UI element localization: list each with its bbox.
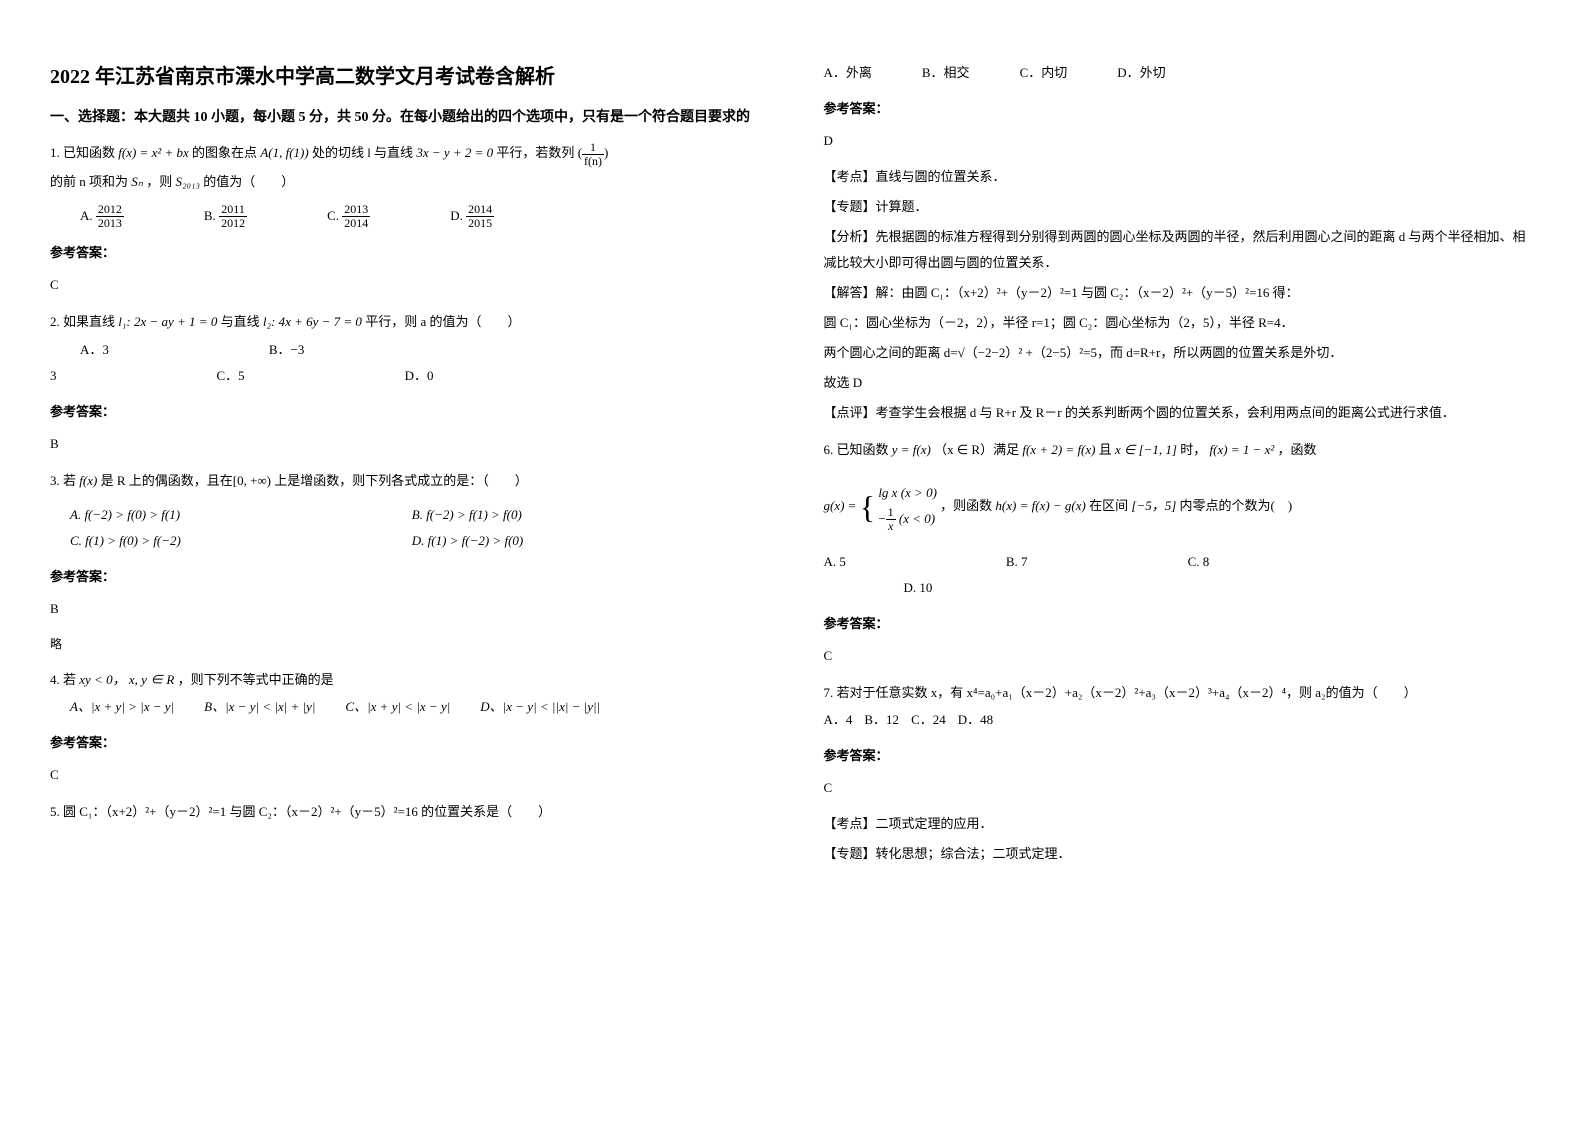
q5-dianping: 【点评】考查学生会根据 d 与 R+r 及 R－r 的关系判断两个圆的位置关系，… — [824, 400, 1538, 426]
q2-answer-label: 参考答案： — [50, 399, 754, 425]
q5-jieda4: 故选 D — [824, 370, 1538, 396]
q6-options-row1: A. 5 B. 7 C. 8 — [824, 549, 1538, 575]
q6-answer: C — [824, 643, 1538, 669]
q2-answer: B — [50, 431, 754, 457]
q3-text: 3. 若 f(x) 是 R 上的偶函数，且在[0, +∞) 上是增函数，则下列各… — [50, 467, 754, 496]
q3-note: 略 — [50, 632, 754, 656]
q5-jieda2: 圆 C₁：圆心坐标为（－2，2），半径 r=1；圆 C₂：圆心坐标为（2，5），… — [824, 310, 1538, 336]
q7-kaodian: 【考点】二项式定理的应用． — [824, 811, 1538, 837]
q5-optD: D．外切 — [1117, 60, 1165, 86]
question-2: 2. 如果直线 l₁: 2x − ay + 1 = 0 与直线 l₂: 4x +… — [50, 308, 754, 457]
q5-optA: A．外离 — [824, 60, 872, 86]
q5-jieda3: 两个圆心之间的距离 d=√（−2−2）² +（2−5）²=5，而 d=R+r，所… — [824, 340, 1538, 366]
q5-optC: C．内切 — [1020, 60, 1068, 86]
q1-optB: B. 20112012 — [204, 203, 247, 231]
q7-zhuanti: 【专题】转化思想；综合法；二项式定理． — [824, 841, 1538, 867]
q7-optC: C．24 — [911, 707, 946, 733]
q6-optA: A. 5 — [824, 549, 846, 575]
q6-num: 6. — [824, 442, 834, 457]
question-4: 4. 若 xy < 0， x, y ∈ R ，则下列不等式中正确的是 A、|x … — [50, 666, 754, 789]
q7-options: A．4 B．12 C．24 D．48 — [824, 707, 1538, 733]
q5-fenxi: 【分析】先根据圆的标准方程得到分别得到两圆的圆心坐标及两圆的半径，然后利用圆心之… — [824, 224, 1538, 276]
q3-optC: C. f(1) > f(0) > f(−2) — [70, 528, 412, 554]
q5-answer: D — [824, 128, 1538, 154]
q3-optB: B. f(−2) > f(1) > f(0) — [412, 502, 754, 528]
q1-options: A. 20122013 B. 20112012 C. 20132014 D. 2… — [80, 203, 754, 231]
q1-text: 1. 已知函数 f(x) = x² + bx 的图象在点 A(1, f(1)) … — [50, 139, 754, 196]
q6-optB: B. 7 — [1006, 549, 1028, 575]
question-5-body: A．外离 B．相交 C．内切 D．外切 参考答案： D 【考点】直线与圆的位置关… — [824, 60, 1538, 426]
question-1: 1. 已知函数 f(x) = x² + bx 的图象在点 A(1, f(1)) … — [50, 139, 754, 298]
q5-zhuanti: 【专题】计算题． — [824, 194, 1538, 220]
left-column: 2022 年江苏省南京市溧水中学高二数学文月考试卷含解析 一、选择题：本大题共 … — [0, 0, 794, 1122]
q4-optC: C、|x + y| < |x − y| — [345, 694, 450, 720]
q3-optA: A. f(−2) > f(0) > f(1) — [70, 502, 412, 528]
q5-kaodian: 【考点】直线与圆的位置关系． — [824, 164, 1538, 190]
q4-optB: B、|x − y| < |x| + |y| — [204, 694, 315, 720]
q4-optD: D、|x − y| < ||x| − |y|| — [480, 694, 600, 720]
q3-num: 3. — [50, 473, 60, 488]
q3-optD: D. f(1) > f(−2) > f(0) — [412, 528, 754, 554]
exam-title: 2022 年江苏省南京市溧水中学高二数学文月考试卷含解析 — [50, 60, 754, 89]
q1-answer-label: 参考答案： — [50, 240, 754, 266]
q6-optC: C. 8 — [1188, 549, 1210, 575]
question-3: 3. 若 f(x) 是 R 上的偶函数，且在[0, +∞) 上是增函数，则下列各… — [50, 467, 754, 656]
q4-options: A、|x + y| > |x − y| B、|x − y| < |x| + |y… — [70, 694, 754, 720]
q4-answer-label: 参考答案： — [50, 730, 754, 756]
q5-options: A．外离 B．相交 C．内切 D．外切 — [824, 60, 1538, 86]
q7-optB: B．12 — [864, 707, 899, 733]
q6-text: 6. 已知函数 y = f(x) （x ∈ R）满足 f(x + 2) = f(… — [824, 436, 1538, 465]
q5-num: 5. — [50, 804, 60, 819]
q3-options: A. f(−2) > f(0) > f(1) B. f(−2) > f(1) >… — [70, 502, 754, 554]
q5-text: 5. 圆 C₁：（x+2）²+（y－2）²=1 与圆 C₂：（x－2）²+（y－… — [50, 798, 754, 827]
q6-gx: g(x) = { lg x (x > 0) −1x (x < 0) ，则函数 h… — [824, 475, 1538, 539]
q5-answer-label: 参考答案： — [824, 96, 1538, 122]
q1-num: 1. — [50, 145, 60, 160]
q1-optD: D. 20142015 — [450, 203, 494, 231]
q2-optB-cont: 3 — [50, 363, 57, 389]
q7-optD: D．48 — [958, 707, 993, 733]
right-column: A．外离 B．相交 C．内切 D．外切 参考答案： D 【考点】直线与圆的位置关… — [794, 0, 1587, 1122]
q2-optA: A．3 — [80, 337, 109, 363]
q2-text: 2. 如果直线 l₁: 2x − ay + 1 = 0 与直线 l₂: 4x +… — [50, 308, 754, 337]
q4-num: 4. — [50, 672, 60, 687]
q7-num: 7. — [824, 685, 834, 700]
q1-answer: C — [50, 272, 754, 298]
q1-optC: C. 20132014 — [327, 203, 370, 231]
question-5-stem: 5. 圆 C₁：（x+2）²+（y－2）²=1 与圆 C₂：（x－2）²+（y－… — [50, 798, 754, 827]
q1-optA: A. 20122013 — [80, 203, 124, 231]
q2-optC: C．5 — [217, 363, 245, 389]
section1-header: 一、选择题：本大题共 10 小题，每小题 5 分，共 50 分。在每小题给出的四… — [50, 107, 754, 129]
q6-optD: D. 10 — [904, 575, 1538, 601]
q5-optB: B．相交 — [922, 60, 970, 86]
q3-answer-label: 参考答案： — [50, 564, 754, 590]
q4-answer: C — [50, 762, 754, 788]
q7-text: 7. 若对于任意实数 x，有 x⁴=a₀+a₁（x－2）+a₂（x－2）²+a₃… — [824, 679, 1538, 708]
q4-text: 4. 若 xy < 0， x, y ∈ R ，则下列不等式中正确的是 — [50, 666, 754, 695]
q6-answer-label: 参考答案： — [824, 611, 1538, 637]
q7-optA: A．4 — [824, 707, 853, 733]
question-6: 6. 已知函数 y = f(x) （x ∈ R）满足 f(x + 2) = f(… — [824, 436, 1538, 669]
q5-jieda1: 【解答】解：由圆 C₁：（x+2）²+（y－2）²=1 与圆 C₂：（x－2）²… — [824, 280, 1538, 306]
q2-options-row2: 3 C．5 D．0 — [50, 363, 754, 389]
q2-options-row1: A．3 B．−3 — [80, 337, 754, 363]
q3-answer: B — [50, 596, 754, 622]
q2-optB: B．−3 — [269, 337, 305, 363]
question-7: 7. 若对于任意实数 x，有 x⁴=a₀+a₁（x－2）+a₂（x－2）²+a₃… — [824, 679, 1538, 868]
q7-answer: C — [824, 775, 1538, 801]
q2-num: 2. — [50, 314, 60, 329]
q4-optA: A、|x + y| > |x − y| — [70, 694, 174, 720]
q7-answer-label: 参考答案： — [824, 743, 1538, 769]
q2-optD: D．0 — [405, 363, 434, 389]
